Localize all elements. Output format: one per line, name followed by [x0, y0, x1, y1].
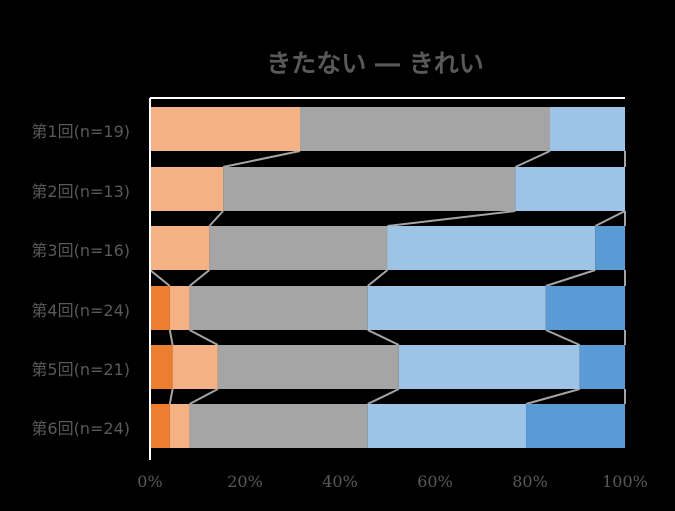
series-line: [168, 388, 174, 405]
bar-segment: [169, 404, 190, 448]
bar-segment: [150, 345, 173, 389]
bar-segment: [515, 167, 625, 211]
bar-segment: [172, 345, 218, 389]
bar-segment: [189, 404, 368, 448]
bar-segment: [387, 226, 596, 270]
x-tick-label: 20%: [227, 472, 263, 491]
bar-segment: [150, 226, 210, 270]
bar-segment: [150, 107, 300, 151]
category-label: 第6回(n=24): [31, 419, 130, 438]
series-line: [594, 210, 626, 227]
series-line: [189, 329, 219, 346]
series-line: [168, 329, 174, 346]
bar-segment: [217, 345, 399, 389]
x-tick-label: 60%: [417, 472, 453, 491]
bar-segment: [367, 404, 527, 448]
bar-segment: [545, 286, 625, 330]
x-tick-label: 0%: [137, 472, 163, 491]
category-label: 第4回(n=24): [31, 301, 130, 320]
bar-segment: [367, 286, 546, 330]
series-line: [367, 388, 400, 405]
category-label: 第5回(n=21): [31, 360, 130, 379]
plot-top-border: [150, 97, 625, 99]
series-line: [367, 329, 400, 346]
x-tick-label: 80%: [512, 472, 548, 491]
bar-segment: [300, 107, 550, 151]
category-label: 第1回(n=19): [31, 122, 130, 141]
series-line: [545, 269, 596, 287]
series-line: [222, 150, 301, 168]
bar-segment: [579, 345, 625, 389]
bar-segment: [150, 404, 170, 448]
x-tick-label: 40%: [322, 472, 358, 491]
bar-segment: [550, 107, 625, 151]
series-line: [387, 210, 516, 227]
category-label: 第2回(n=13): [31, 182, 130, 201]
category-label: 第3回(n=16): [31, 241, 130, 260]
series-line: [188, 269, 211, 287]
series-line: [189, 388, 219, 405]
bar-segment: [209, 226, 388, 270]
bar-segment: [595, 226, 625, 270]
x-tick-label: 100%: [602, 472, 648, 491]
bar-segment: [169, 286, 190, 330]
bar-segment: [189, 286, 368, 330]
bar-segment: [150, 167, 224, 211]
series-line: [514, 150, 551, 168]
series-line: [149, 269, 171, 287]
y-axis-line: [149, 98, 151, 460]
bar-segment: [398, 345, 580, 389]
series-line: [367, 269, 389, 287]
bar-segment: [526, 404, 625, 448]
bar-segment: [223, 167, 516, 211]
series-line: [545, 329, 581, 346]
chart-title: きたない ― きれい: [266, 49, 484, 78]
bar-segment: [150, 286, 170, 330]
series-line: [208, 210, 224, 227]
series-line: [525, 388, 581, 405]
